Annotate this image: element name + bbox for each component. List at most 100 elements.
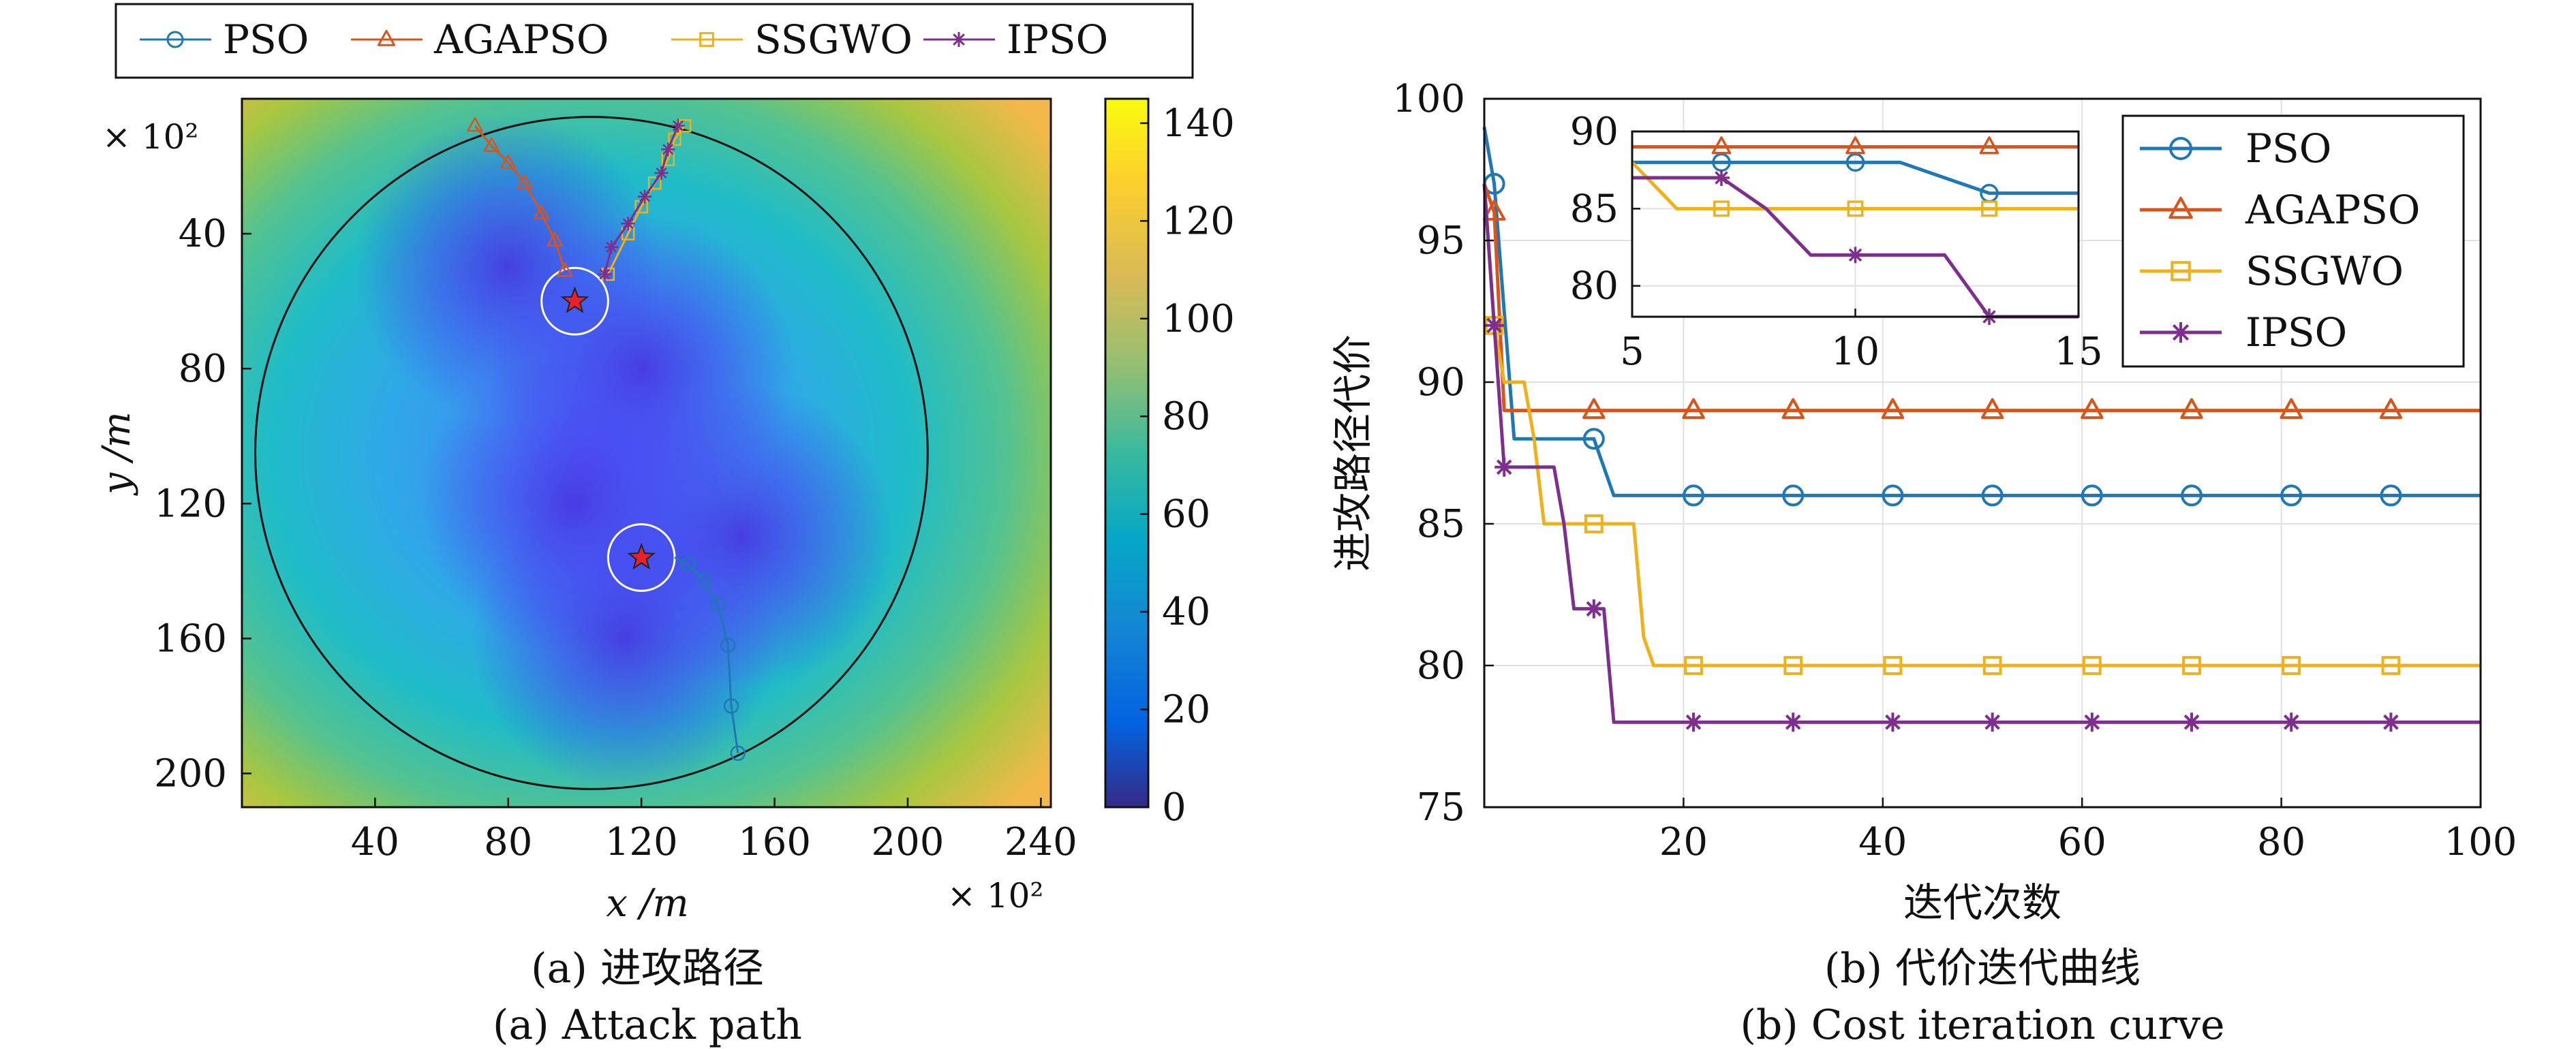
panel-b-xlabel: 迭代次数: [1903, 879, 2061, 926]
series-marker-pso: [2081, 484, 2103, 507]
series-marker-agapso: [1781, 398, 1805, 420]
path-marker-pso: [680, 557, 696, 572]
path-pso: [674, 557, 739, 753]
series-marker-ipso: [2182, 713, 2202, 732]
series-marker-ipso: [1883, 713, 1903, 732]
series-marker-agapso: [2280, 398, 2303, 420]
panel-a-xtick: 200: [872, 820, 945, 864]
panel-b-xtick: 20: [1659, 820, 1708, 864]
panel-b-legend-label-ipso: IPSO: [2245, 309, 2347, 356]
series-marker-pso: [2380, 484, 2402, 507]
colorbar-tick: 120: [1162, 199, 1235, 243]
legend-label-ipso: IPSO: [1007, 16, 1108, 63]
panel-a-x-multiplier: × 10²: [947, 876, 1043, 915]
panel-a-ytick: 40: [179, 212, 227, 256]
path-marker-pso: [710, 597, 726, 613]
inset-ytick: 80: [1570, 264, 1619, 309]
path-marker-agapso: [533, 204, 550, 220]
series-line-pso: [1482, 127, 2481, 497]
series-marker-ipso: [2381, 713, 2401, 732]
inset-xtick: 10: [1831, 330, 1880, 374]
series-marker-agapso: [1482, 200, 1506, 221]
panel-b-legend-marker-pso: [2169, 137, 2192, 160]
panel-a-ytick: 160: [154, 616, 227, 661]
cost-valley-5: [472, 485, 778, 792]
series-marker-agapso: [2180, 398, 2203, 420]
inset-line-ssgwo: [1631, 161, 2079, 210]
inset-ytick: 85: [1570, 187, 1619, 231]
panel-b-legend: PSO AGAPSO SSGWO IPSO: [2121, 114, 2465, 368]
series-marker-agapso: [1582, 398, 1606, 420]
panel-a-ylabel: y /m: [95, 411, 139, 496]
series-marker-ssgwo: [2381, 656, 2401, 675]
panel-b-legend-label-ssgwo: SSGWO: [2245, 248, 2404, 294]
panel-a-ytick: 80: [179, 347, 227, 391]
path-marker-ssgwo: [647, 176, 662, 190]
path-marker-pso: [723, 698, 739, 714]
panel-b-legend-label-pso: PSO: [2245, 125, 2331, 172]
panel-a-y-multiplier: × 10²: [102, 117, 198, 157]
panel-b-ytick: 80: [1417, 644, 1465, 688]
panel-b-ylabel: 进攻路径代价: [1330, 334, 1376, 572]
panel-b-caption-en: (b) Cost iteration curve: [1740, 1001, 2224, 1049]
series-marker-ipso: [1584, 599, 1604, 619]
target-ring-1: [540, 266, 609, 336]
series-marker-ipso: [2282, 713, 2301, 732]
path-marker-agapso: [483, 137, 500, 153]
series-marker-agapso: [2379, 398, 2403, 420]
panel-b-legend-marker-ssgwo: [2171, 261, 2191, 281]
inset-marker-agapso: [1979, 136, 1999, 155]
panel-a-xlabel: x /m: [606, 881, 688, 926]
series-marker-ipso: [1484, 315, 1504, 335]
path-marker-ipso: [638, 189, 652, 204]
series-marker-pso: [1782, 484, 1805, 507]
inset-marker-agapso: [1711, 136, 1732, 155]
legend-label-agapso: AGAPSO: [433, 16, 609, 63]
colorbar-tick: 60: [1162, 492, 1210, 537]
inset-line-pso: [1632, 160, 2079, 195]
path-marker-pso: [730, 745, 746, 762]
attack-range-circle: [254, 116, 929, 790]
path-marker-ipso: [671, 119, 685, 133]
legend-label-pso: PSO: [223, 16, 309, 63]
panel-b-xtick: 60: [2058, 820, 2106, 864]
series-marker-ipso: [1783, 713, 1803, 732]
series-marker-ssgwo: [2082, 656, 2102, 675]
series-marker-pso: [1981, 484, 2004, 507]
legend-marker-pso: [166, 31, 184, 48]
panel-b-xtick: 100: [2444, 820, 2517, 864]
inset-marker-ssgwo: [1981, 200, 1997, 217]
panel-a-xtick: 80: [484, 820, 532, 864]
legend-label-ssgwo: SSGWO: [754, 16, 913, 63]
inset-marker-ssgwo: [1713, 200, 1730, 217]
inset-marker-agapso: [1845, 136, 1865, 155]
series-marker-agapso: [2081, 398, 2104, 420]
path-marker-agapso: [517, 174, 533, 189]
path-marker-ipso: [621, 217, 635, 231]
series-marker-ipso: [1982, 713, 2002, 732]
path-marker-ipso: [661, 142, 675, 157]
colorbar-tick: 20: [1162, 688, 1210, 732]
panel-a-caption-en: (a) Attack path: [493, 1001, 802, 1049]
panel-a-xtick: 40: [351, 820, 399, 864]
path-marker-agapso: [547, 232, 563, 247]
path-marker-agapso: [467, 116, 483, 132]
inset-marker-ipso: [1713, 170, 1730, 186]
series-marker-ssgwo: [1584, 514, 1604, 533]
series-marker-ipso: [2082, 713, 2102, 732]
colorbar-tick: 40: [1162, 590, 1210, 634]
series-marker-ssgwo: [1783, 656, 1803, 675]
panel-b-ytick: 95: [1417, 219, 1465, 263]
panel-b-caption-cn: (b) 代价迭代曲线: [1824, 945, 2141, 992]
series-marker-ipso: [1684, 713, 1704, 732]
inset-ytick: 90: [1570, 110, 1619, 154]
legend-marker-agapso: [377, 29, 396, 46]
series-marker-agapso: [1881, 398, 1905, 420]
colorbar-tick: 80: [1162, 394, 1210, 439]
colorbar-tick: 0: [1162, 785, 1186, 830]
legend-marker-ipso: [951, 32, 966, 47]
inset-marker-ssgwo: [1847, 200, 1864, 217]
panel-a-caption-cn: (a) 进攻路径: [531, 945, 764, 992]
series-marker-ssgwo: [1883, 656, 1903, 675]
